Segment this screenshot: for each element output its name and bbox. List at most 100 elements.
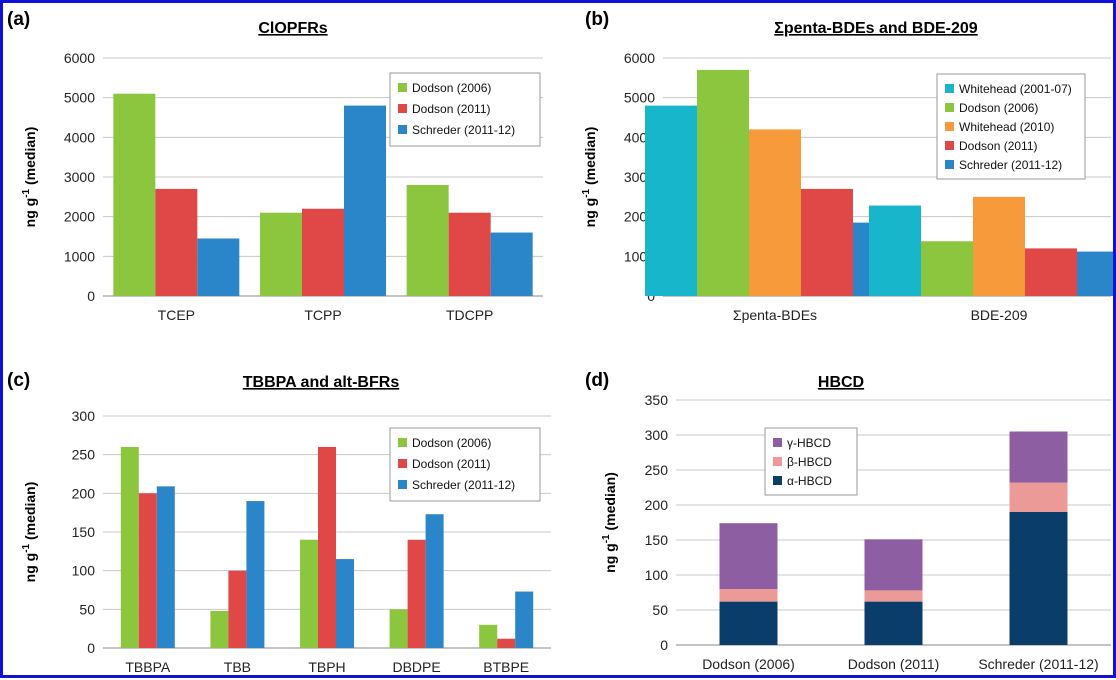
legend-swatch [398, 125, 407, 134]
y-tick-label: 200 [72, 485, 96, 501]
legend-label: Schreder (2011-12) [959, 158, 1062, 172]
y-tick-label: 0 [87, 288, 95, 304]
bar [197, 238, 240, 296]
bar-segment [719, 601, 778, 645]
x-category-label: TBB [224, 659, 251, 675]
bar [120, 446, 139, 648]
y-tick-label: 4000 [64, 129, 95, 145]
bar [260, 212, 302, 296]
panel-d: (d) HBCD ng g-1 (median) 0 50 100 150 200 250 300… [585, 370, 1111, 672]
y-tick-label: 1000 [64, 248, 95, 264]
x-category-label: TCPP [304, 307, 341, 323]
chart-title: Σpenta-BDEs and BDE-209 [774, 20, 978, 37]
bar [155, 188, 198, 296]
bar [113, 93, 156, 296]
legend-swatch [773, 438, 782, 447]
bar-segment [864, 539, 923, 591]
legend-swatch [398, 83, 407, 92]
y-tick-label: 2000 [64, 209, 95, 225]
y-axis-label: ng g-1 (median) [21, 127, 38, 228]
legend-label: Schreder (2011-12) [412, 478, 515, 492]
y-tick-label: 6000 [64, 50, 95, 66]
legend-label: α-HBCD [787, 474, 832, 488]
bar [749, 129, 801, 296]
bar-segment [1009, 431, 1068, 483]
x-category-label: Dodson (2011) [848, 656, 940, 672]
bar-segment [864, 590, 923, 602]
y-tick-label: 5000 [624, 90, 655, 106]
y-tick-label: 250 [72, 447, 96, 463]
panel-tag: (b) [585, 9, 609, 30]
bar [515, 591, 534, 648]
bar [156, 486, 175, 648]
bar [425, 514, 444, 648]
legend-label: β-HBCD [787, 455, 832, 469]
bar [210, 610, 229, 648]
bar [921, 241, 973, 296]
legend-swatch [398, 459, 407, 468]
panel-tag: (d) [585, 370, 609, 391]
panel-b: (b) Σpenta-BDEs and BDE-209 ng g-1 (median… [581, 9, 1116, 323]
y-tick-label: 150 [645, 532, 669, 548]
bar [336, 559, 354, 648]
legend-swatch [398, 438, 407, 447]
bar [448, 212, 491, 296]
x-category-label: TBPH [308, 659, 345, 675]
bar [407, 539, 426, 648]
y-tick-label: 150 [72, 524, 96, 540]
legend-label: Dodson (2011) [959, 139, 1038, 153]
bar [302, 208, 344, 296]
y-tick-label: 0 [660, 637, 668, 653]
bar [1077, 251, 1116, 296]
y-tick-label: 100 [72, 563, 96, 579]
legend-swatch [945, 160, 954, 169]
y-tick-label: 50 [652, 602, 668, 618]
bar [697, 69, 749, 297]
bar [389, 609, 408, 648]
legend-label: Whitehead (2010) [959, 120, 1054, 134]
legend-label: Dodson (2006) [959, 101, 1038, 115]
y-tick-label: 200 [645, 497, 669, 513]
x-category-label: Σpenta-BDEs [733, 307, 817, 323]
x-category-label: DBDPE [392, 659, 440, 675]
y-tick-label: 350 [645, 392, 669, 408]
panel-c: (c) TBBPA and alt-BFRs ng g-1 (median) 0 50 1… [7, 370, 551, 675]
chart-title: TBBPA and alt-BFRs [243, 374, 400, 391]
bar [479, 624, 498, 648]
legend-swatch [945, 103, 954, 112]
bar [246, 501, 265, 648]
x-category-label: TDCPP [446, 307, 493, 323]
bar [344, 105, 386, 296]
bar [300, 539, 318, 648]
legend-box [389, 427, 541, 502]
x-category-label: TBBPA [125, 659, 171, 675]
legend-label: Schreder (2011-12) [412, 123, 515, 137]
panel-a: (a) ClOPFRs ng g-1 (median) 0 1000 2000 3000 40… [7, 9, 543, 323]
bar [318, 446, 336, 648]
bar [645, 105, 697, 296]
bar [973, 196, 1025, 296]
bar-segment [719, 589, 778, 602]
bar [869, 205, 921, 296]
bar [497, 638, 516, 648]
y-axis-label: ng g-1 (median) [601, 472, 618, 573]
y-tick-label: 3000 [64, 169, 95, 185]
legend-label: Dodson (2011) [412, 457, 491, 471]
x-category-label: Dodson (2006) [702, 656, 795, 672]
y-tick-label: 250 [645, 462, 669, 478]
legend-label: Dodson (2006) [412, 436, 491, 450]
x-category-label: TCEP [158, 307, 195, 323]
bar [490, 232, 533, 296]
legend-swatch [945, 84, 954, 93]
legend-label: Dodson (2011) [412, 102, 491, 116]
legend-label: Dodson (2006) [412, 81, 491, 95]
bar [1025, 248, 1077, 296]
bar-segment [864, 601, 923, 645]
y-tick-label: 6000 [624, 50, 655, 66]
legend-swatch [398, 104, 407, 113]
legend-swatch [773, 476, 782, 485]
legend-swatch [945, 141, 954, 150]
bar-segment [1009, 482, 1068, 512]
